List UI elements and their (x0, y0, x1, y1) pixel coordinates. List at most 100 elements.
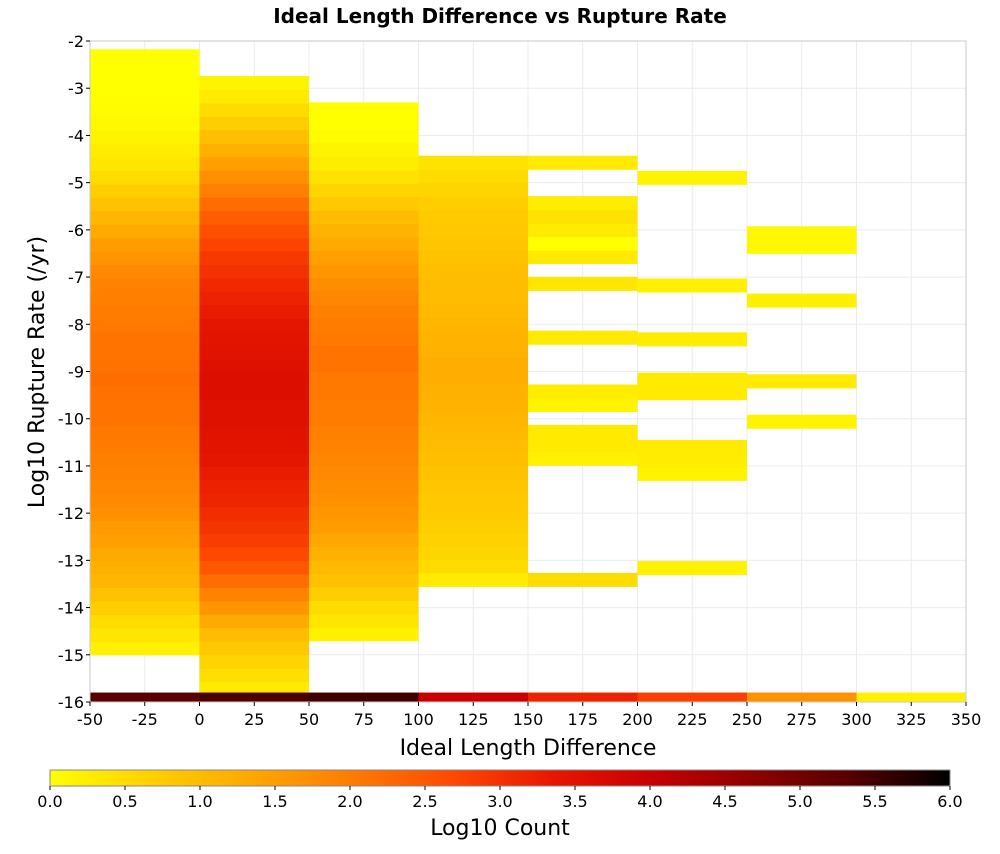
heatmap-cell (199, 170, 309, 185)
x-tick-label: 125 (458, 710, 489, 729)
heatmap-cell (199, 129, 309, 144)
x-tick-label: 250 (732, 710, 763, 729)
heatmap-cell (199, 519, 309, 535)
heatmap-cell (309, 290, 419, 305)
heatmap-cell (309, 250, 419, 265)
heatmap-cell (528, 276, 638, 291)
heatmap-cell (90, 304, 200, 319)
heatmap-cell (418, 209, 528, 224)
heatmap-cell (309, 115, 419, 130)
heatmap-cell (309, 331, 419, 346)
heatmap-cell (309, 371, 419, 386)
y-axis-title: Log10 Rupture Rate (/yr) (25, 236, 50, 508)
heatmap-cell (199, 116, 309, 131)
heatmap-cell (418, 384, 528, 399)
heatmap-cell (418, 196, 528, 211)
heatmap-cell (309, 465, 419, 480)
heatmap-cell (309, 492, 419, 507)
heatmap-cell (309, 452, 419, 467)
heatmap-cell (90, 547, 200, 562)
heatmap-cell (90, 493, 200, 508)
heatmap-cell (637, 332, 747, 347)
heatmap-cell (528, 384, 638, 399)
heatmap-cell (309, 304, 419, 319)
y-tick-label: -10 (58, 410, 84, 429)
heatmap-cell (418, 492, 528, 507)
heatmap-cell (199, 358, 309, 373)
colorbar-tick-label: 1.0 (187, 792, 212, 811)
heatmap-cell (418, 438, 528, 453)
heatmap-cell (418, 371, 528, 386)
heatmap-cell (747, 226, 857, 241)
heatmap-cell (90, 251, 200, 266)
colorbar-tick-label: 3.0 (487, 792, 512, 811)
heatmap-cell (418, 330, 528, 345)
heatmap-cell (199, 439, 309, 454)
heatmap-cell (199, 277, 309, 292)
heatmap-cell (199, 156, 309, 171)
heatmap-cell (418, 545, 528, 561)
x-tick-label: 350 (951, 710, 982, 729)
heatmap-cell (418, 223, 528, 238)
heatmap-cell (199, 318, 309, 333)
heatmap-cell (637, 561, 747, 576)
heatmap-cell-bottom (90, 692, 200, 702)
heatmap-cell (418, 532, 528, 547)
heatmap-cell (418, 263, 528, 278)
heatmap-cell (90, 372, 200, 387)
heatmap-cell (309, 277, 419, 292)
x-tick-label: 275 (786, 710, 817, 729)
heatmap-cell (199, 385, 309, 400)
heatmap-cell (528, 397, 638, 412)
heatmap-cell (90, 452, 200, 468)
heatmap-cell (90, 533, 200, 548)
heatmap-cell (199, 89, 309, 104)
heatmap-cell (199, 506, 309, 521)
heatmap-cell (637, 439, 747, 455)
colorbar-gradient (49, 769, 951, 787)
heatmap-cell (637, 466, 747, 481)
colorbar-tick-label: 0.0 (37, 792, 62, 811)
heatmap-cell (199, 250, 309, 265)
x-tick-label: 0 (194, 710, 204, 729)
heatmap-cell (199, 197, 309, 212)
heatmap-cell (309, 102, 419, 117)
heatmap-cell-bottom (199, 692, 309, 702)
heatmap-cell (90, 170, 200, 185)
heatmap-cell (418, 169, 528, 184)
heatmap-cell (309, 438, 419, 453)
heatmap-cell-bottom (528, 692, 638, 702)
heatmap-cell (418, 236, 528, 251)
heatmap-cell (90, 318, 200, 333)
heatmap-cell (418, 505, 528, 520)
heatmap-cells (90, 49, 966, 702)
y-tick-label: -13 (58, 551, 84, 570)
y-tick-label: -11 (58, 457, 84, 476)
heatmap-cell (309, 183, 419, 198)
heatmap-cell (199, 479, 309, 494)
heatmap-cell (309, 129, 419, 144)
heatmap-cell (90, 210, 200, 225)
heatmap-cell (309, 479, 419, 494)
y-tick-label: -15 (58, 646, 84, 665)
heatmap-cell (637, 278, 747, 293)
heatmap-cell (90, 89, 200, 104)
heatmap-cell (418, 478, 528, 493)
heatmap-cell (309, 169, 419, 184)
heatmap-cell (199, 264, 309, 279)
heatmap-cell (199, 398, 309, 413)
heatmap-cell (90, 412, 200, 427)
heatmap-cell (637, 372, 747, 387)
y-tick-label: -7 (68, 268, 84, 287)
heatmap-cell (90, 466, 200, 481)
heatmap-cell (309, 156, 419, 171)
heatmap-cell (199, 237, 309, 252)
heatmap-cell (199, 668, 309, 683)
heatmap-cell (418, 276, 528, 291)
heatmap-cell (309, 559, 419, 574)
colorbar-tick-label: 4.5 (712, 792, 737, 811)
heatmap-cell (90, 103, 200, 118)
heatmap-cell (199, 304, 309, 319)
colorbar-tick-label: 4.0 (637, 792, 662, 811)
heatmap-cell (418, 559, 528, 574)
